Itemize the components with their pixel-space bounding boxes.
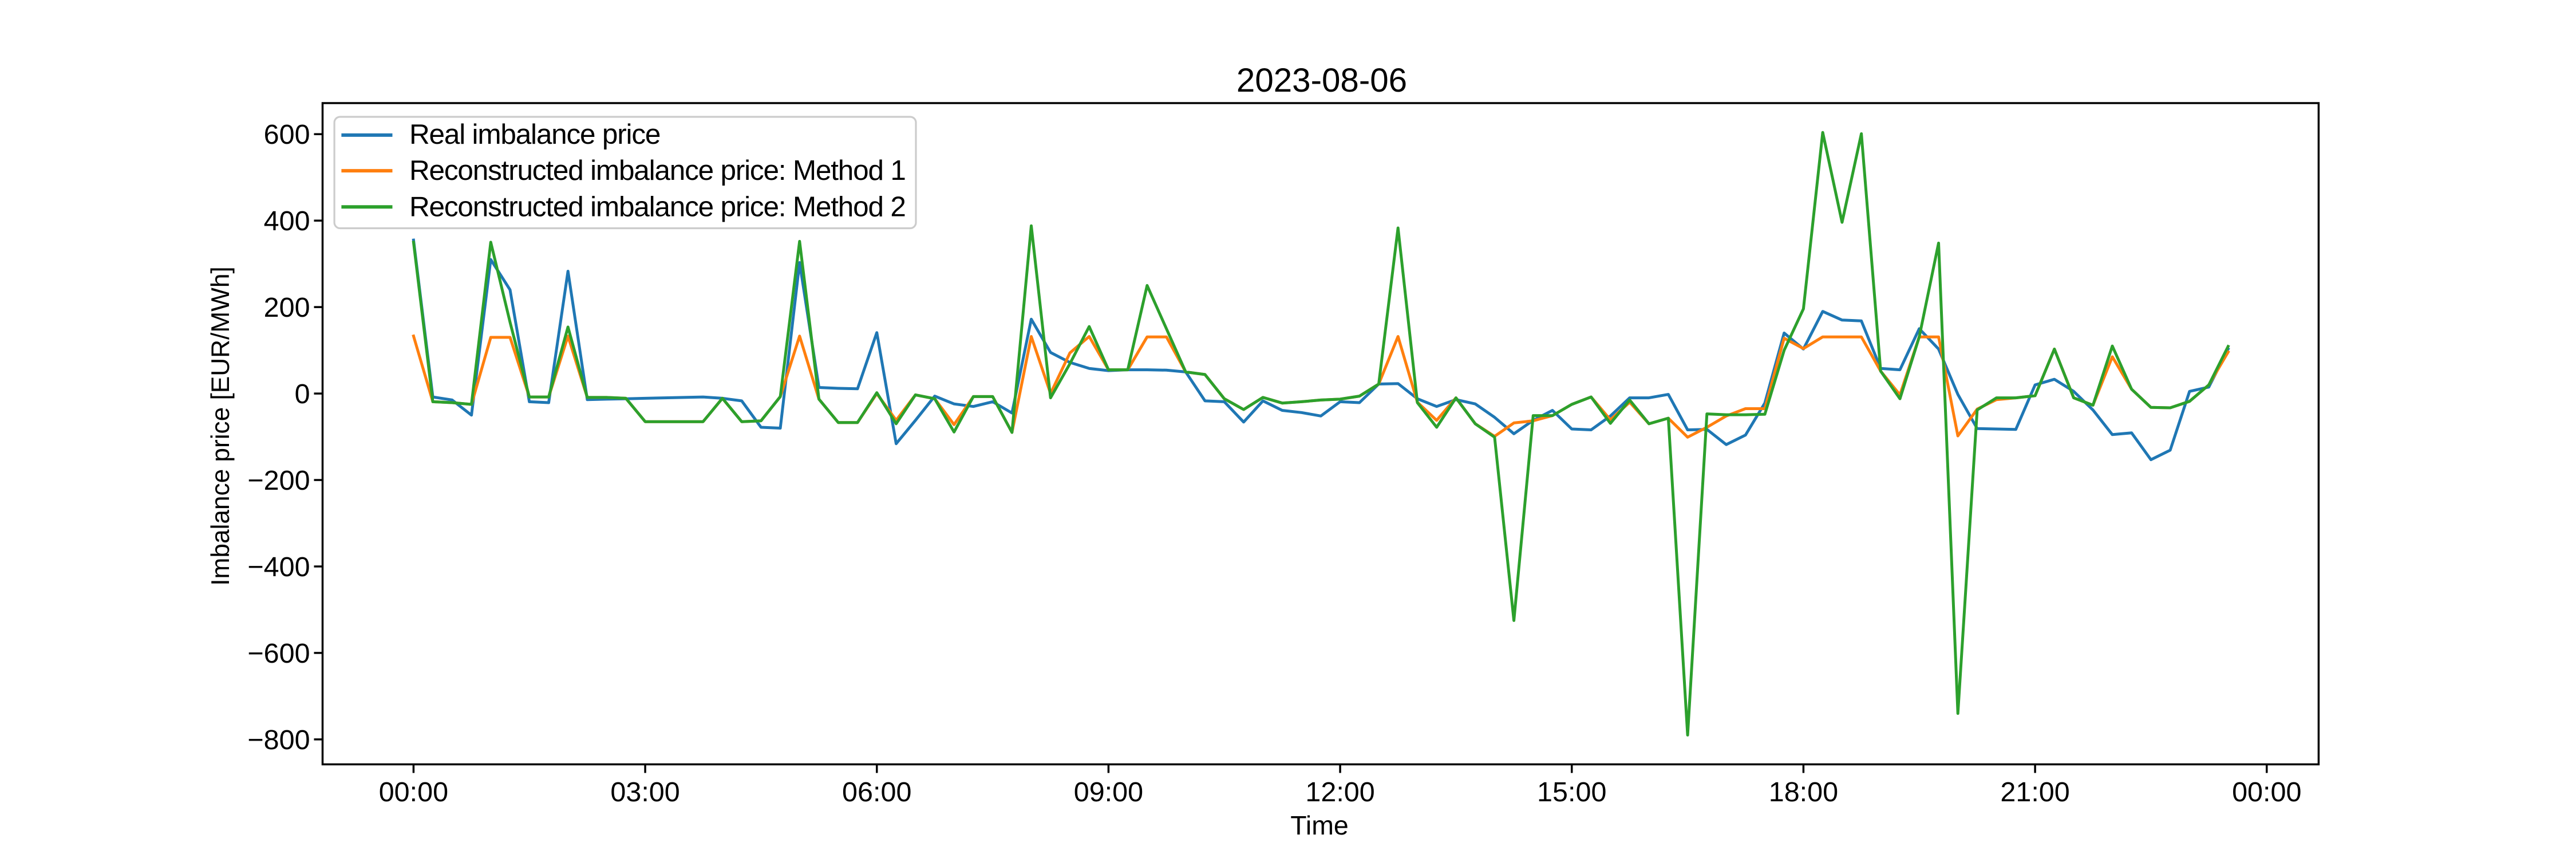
svg-text:12:00: 12:00: [1305, 777, 1374, 808]
svg-text:03:00: 03:00: [610, 777, 679, 808]
svg-text:06:00: 06:00: [842, 777, 911, 808]
svg-text:200: 200: [264, 292, 310, 323]
svg-text:2023-08-06: 2023-08-06: [1236, 62, 1407, 99]
svg-text:Reconstructed imbalance price:: Reconstructed imbalance price: Method 1: [409, 155, 906, 186]
svg-text:00:00: 00:00: [379, 777, 448, 808]
svg-text:Imbalance price [EUR/MWh]: Imbalance price [EUR/MWh]: [207, 266, 235, 585]
svg-text:Real imbalance price: Real imbalance price: [409, 119, 660, 150]
svg-text:Time: Time: [1290, 810, 1349, 840]
svg-text:09:00: 09:00: [1074, 777, 1143, 808]
svg-text:Reconstructed imbalance price:: Reconstructed imbalance price: Method 2: [409, 191, 906, 222]
svg-text:400: 400: [264, 206, 310, 237]
svg-text:−200: −200: [247, 465, 310, 496]
svg-text:0: 0: [295, 379, 310, 410]
svg-text:15:00: 15:00: [1537, 777, 1606, 808]
svg-text:18:00: 18:00: [1769, 777, 1838, 808]
svg-text:600: 600: [264, 119, 310, 150]
svg-text:21:00: 21:00: [2000, 777, 2069, 808]
svg-text:−800: −800: [247, 725, 310, 755]
svg-text:−600: −600: [247, 638, 310, 669]
svg-text:−400: −400: [247, 552, 310, 582]
svg-text:00:00: 00:00: [2232, 777, 2301, 808]
